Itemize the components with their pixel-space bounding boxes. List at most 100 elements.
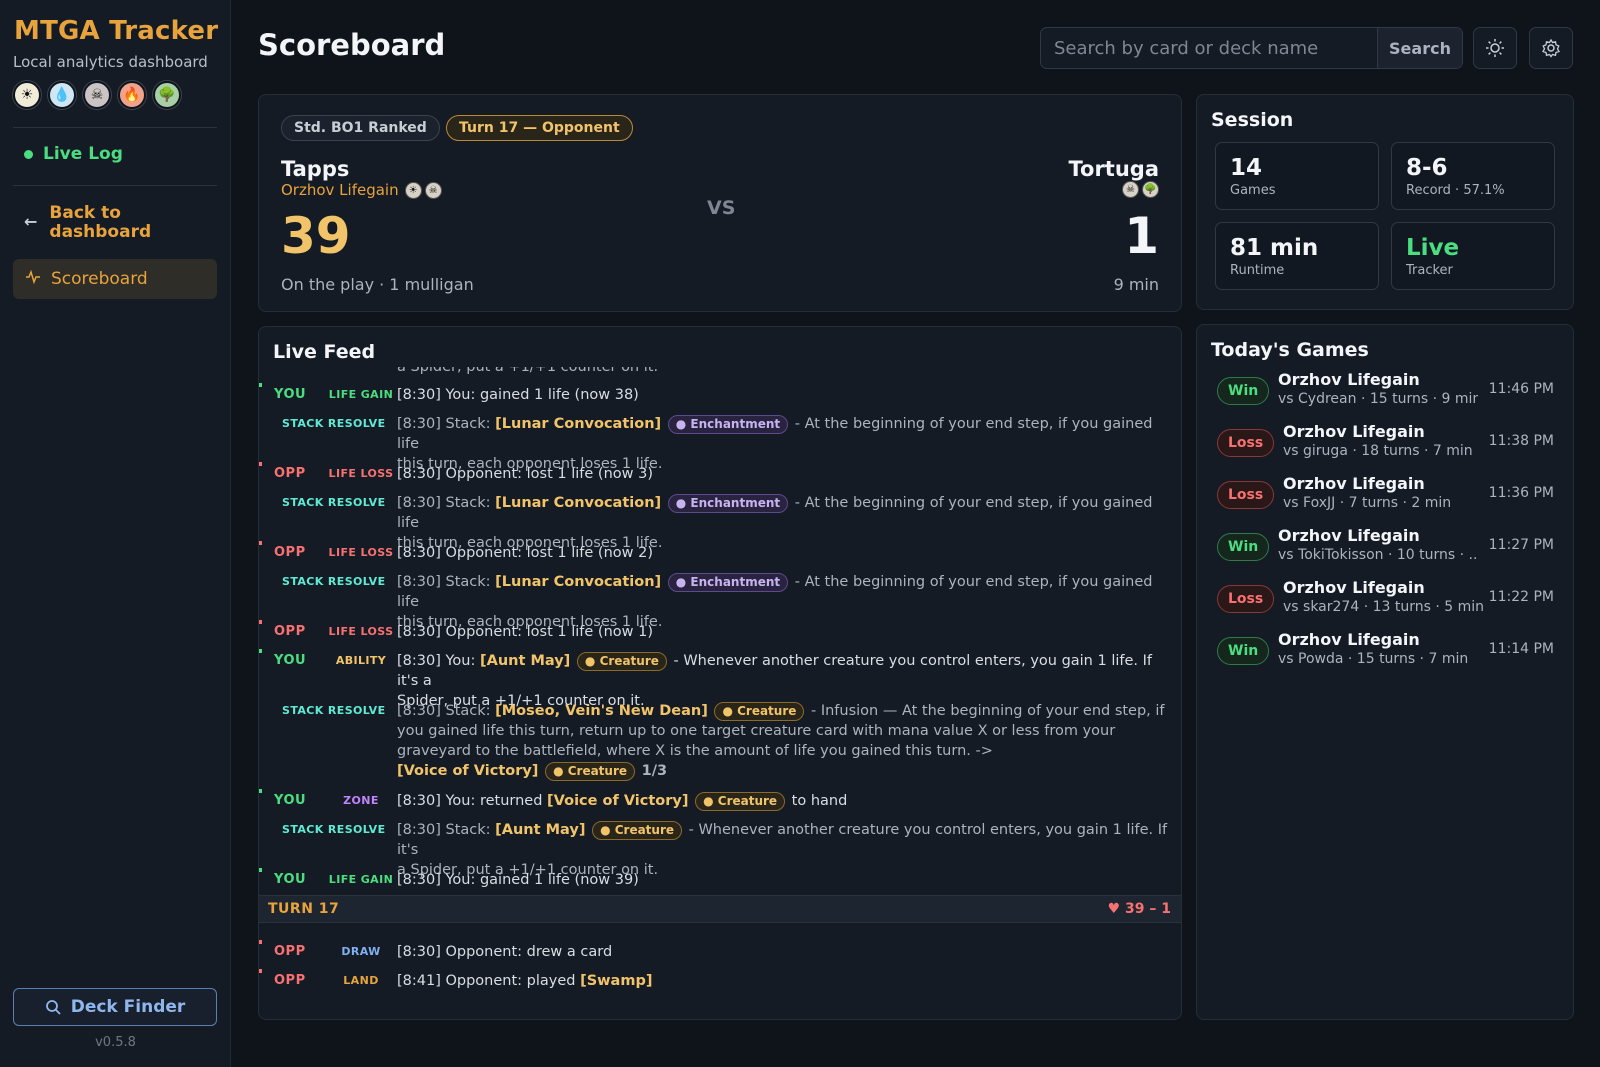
game-deck: Orzhov Lifegain <box>1283 578 1425 597</box>
feed-prefix: [8:30] Stack: <box>397 822 491 838</box>
feed-text: - Whenever another creature you control … <box>397 822 1168 858</box>
back-to-dashboard-link[interactable]: ← Back to dashboard <box>24 204 159 242</box>
live-feed-panel: Live Feed a Spider, put a +1/+1 counter … <box>258 326 1182 1020</box>
settings-button[interactable] <box>1529 27 1573 69</box>
game-row[interactable]: Win Orzhov Lifegain vs Cydrean · 15 turn… <box>1197 369 1573 419</box>
turn-score: ♥ 39 – 1 <box>1107 901 1171 917</box>
type-chip: ● Creature <box>545 762 636 781</box>
game-row[interactable]: Loss Orzhov Lifegain vs giruga · 18 turn… <box>1197 421 1573 471</box>
game-deck: Orzhov Lifegain <box>1278 370 1420 389</box>
live-log-link[interactable]: Live Log <box>24 144 123 164</box>
card-name[interactable]: [Voice of Victory] <box>397 763 539 779</box>
blue-mana-icon[interactable]: 💧 <box>48 81 76 109</box>
feed-prefix: [8:30] Stack: <box>397 703 491 719</box>
feed-tag: STACK RESOLVE <box>282 575 386 588</box>
game-row[interactable]: Loss Orzhov Lifegain vs skar274 · 13 tur… <box>1197 577 1573 627</box>
scoreboard-panel: Std. BO1 Ranked Turn 17 — Opponent Tapps… <box>258 94 1182 312</box>
feed-tag: LIFE LOSS <box>328 546 394 559</box>
type-chip-label: Creature <box>614 823 675 837</box>
feed-text: [8:30] Opponent: drew a card <box>397 944 613 960</box>
card-name[interactable]: [Swamp] <box>580 973 653 989</box>
divider <box>13 127 217 128</box>
stat-value: 8-6 <box>1406 155 1448 181</box>
result-badge: Loss <box>1217 429 1275 457</box>
feed-who: OPP <box>274 466 306 481</box>
game-sub: vs FoxJJ · 7 turns · 2 min <box>1283 495 1452 511</box>
feed-text: [8:30] You: gained 1 life (now 39) <box>397 872 639 888</box>
turn-divider: TURN 17 ♥ 39 – 1 <box>259 895 1181 923</box>
search-input[interactable] <box>1041 28 1377 68</box>
type-chip-label: Creature <box>717 794 778 808</box>
card-name[interactable]: [Lunar Convocation] <box>495 495 662 511</box>
type-chip: ● Creature <box>714 702 805 721</box>
black-mana-icon[interactable]: ☠ <box>83 81 111 109</box>
stat-value: 81 min <box>1230 235 1319 261</box>
type-chip-label: Enchantment <box>690 496 781 510</box>
todays-games-title: Today's Games <box>1211 339 1369 361</box>
type-chip: ● Creature <box>576 652 667 671</box>
live-feed-list[interactable]: a Spider, put a +1/+1 counter on it. YOU… <box>259 367 1181 1017</box>
red-mana-icon[interactable]: 🔥 <box>118 81 146 109</box>
player-mana: ☀ ☠ <box>404 181 442 199</box>
feed-who: YOU <box>274 793 307 808</box>
feed-tag: LIFE LOSS <box>328 625 394 638</box>
feed-tag: STACK RESOLVE <box>282 704 386 717</box>
card-name[interactable]: [Lunar Convocation] <box>495 574 662 590</box>
feed-tag: ZONE <box>343 794 379 807</box>
divider <box>13 185 217 186</box>
sidebar-item-scoreboard[interactable]: Scoreboard <box>13 259 217 299</box>
game-sub: vs Powda · 15 turns · 7 min <box>1278 651 1469 667</box>
opponent-meta: 9 min <box>1113 275 1159 294</box>
todays-games-panel: Today's Games Win Orzhov Lifegain vs Cyd… <box>1196 324 1574 1020</box>
power-toughness: 1/3 <box>641 763 668 779</box>
game-sub: vs Cydrean · 15 turns · 9 min <box>1278 391 1478 407</box>
feed-text: this turn, each opponent loses 1 life. <box>397 456 663 472</box>
game-time: 11:46 PM <box>1488 381 1554 397</box>
game-time: 11:22 PM <box>1488 589 1554 605</box>
result-badge: Win <box>1217 637 1270 665</box>
card-name[interactable]: [Moseo, Vein's New Dean] <box>495 703 708 719</box>
white-mana-icon[interactable]: ☀ <box>13 81 41 109</box>
feed-who: OPP <box>274 624 306 639</box>
theme-toggle-button[interactable] <box>1473 27 1517 69</box>
result-badge: Loss <box>1217 585 1275 613</box>
feed-text: - At the beginning of your end step, if … <box>397 495 1153 531</box>
type-chip-label: Enchantment <box>690 417 781 431</box>
type-chip: ● Enchantment <box>667 573 789 592</box>
feed-tag: LIFE LOSS <box>328 467 394 480</box>
game-row[interactable]: Win Orzhov Lifegain vs TokiTokisson · 10… <box>1197 525 1573 575</box>
feed-who: YOU <box>274 872 307 887</box>
opponent-life: 1 <box>1124 207 1159 265</box>
game-row[interactable]: Win Orzhov Lifegain vs Powda · 15 turns … <box>1197 629 1573 679</box>
feed-tag: ABILITY <box>335 654 387 667</box>
card-name[interactable]: [Aunt May] <box>495 822 586 838</box>
game-row[interactable]: Loss Orzhov Lifegain vs FoxJJ · 7 turns … <box>1197 473 1573 523</box>
feed-tag: LAND <box>343 974 379 987</box>
deck-finder-button[interactable]: Deck Finder <box>13 988 217 1026</box>
green-mana-icon[interactable]: 🌳 <box>153 81 181 109</box>
page-title: Scoreboard <box>258 28 446 62</box>
mana-row: ☀ 💧 ☠ 🔥 🌳 <box>13 81 181 109</box>
result-badge: Win <box>1217 377 1270 405</box>
card-name[interactable]: [Lunar Convocation] <box>495 416 662 432</box>
live-feed-title: Live Feed <box>273 341 376 363</box>
type-chip: ● Creature <box>695 792 786 811</box>
feed-text: Spider, put a +1/+1 counter on it. <box>397 693 645 709</box>
feed-who: YOU <box>274 387 307 402</box>
game-deck: Orzhov Lifegain <box>1283 474 1425 493</box>
feed-text: [8:30] Opponent: lost 1 life (now 3) <box>397 466 654 482</box>
card-name[interactable]: [Voice of Victory] <box>547 793 689 809</box>
card-name[interactable]: [Aunt May] <box>479 653 571 669</box>
feed-text: a Spider, put a +1/+1 counter on it. <box>397 862 659 878</box>
feed-prefix: [8:41] Opponent: played <box>397 973 576 989</box>
search-button[interactable]: Search <box>1377 28 1462 68</box>
game-sub: vs giruga · 18 turns · 7 min <box>1283 443 1473 459</box>
feed-text: - Infusion — At the beginning of your en… <box>811 703 1165 719</box>
type-chip-label: Creature <box>599 654 659 668</box>
game-time: 11:38 PM <box>1488 433 1554 449</box>
feed-text: graveyard to the battlefield, where X is… <box>397 743 993 759</box>
stat-record: 8-6 Record · 57.1% <box>1391 142 1555 210</box>
type-chip-label: Creature <box>567 764 628 778</box>
arrow-left-icon: ← <box>24 212 38 231</box>
type-chip: ● Creature <box>592 821 683 840</box>
